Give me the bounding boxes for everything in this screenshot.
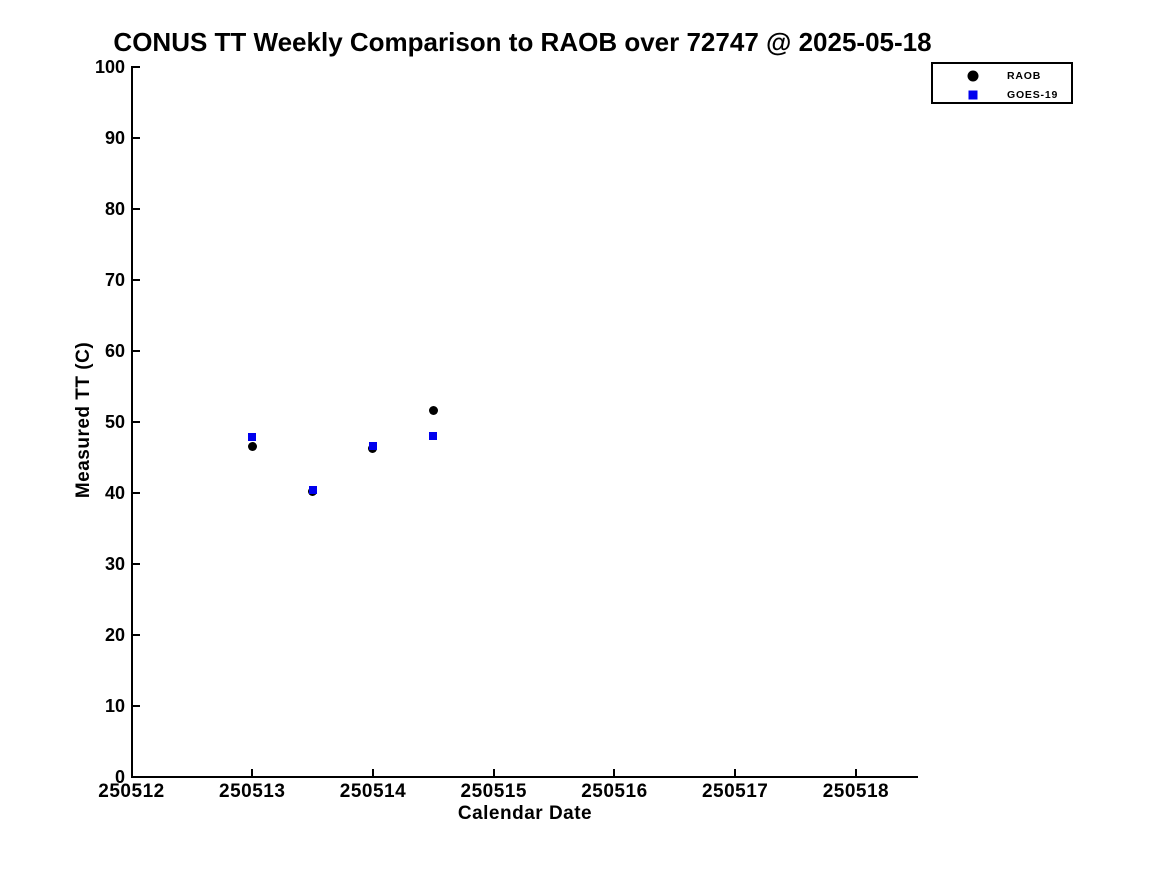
x-tick-label: 250514 xyxy=(339,781,407,802)
data-point-goes-19 xyxy=(429,432,438,441)
legend-box: RAOB GOES-19 xyxy=(931,62,1073,104)
y-tick-label: 60 xyxy=(104,340,125,361)
y-tick xyxy=(132,136,140,139)
square-marker-icon xyxy=(968,90,978,100)
x-tick-label: 250518 xyxy=(822,781,890,802)
x-tick xyxy=(613,768,616,776)
legend-label: GOES-19 xyxy=(1007,89,1059,101)
y-tick xyxy=(132,420,140,423)
x-tick-label: 250515 xyxy=(460,781,527,802)
legend-label: RAOB xyxy=(1007,70,1042,82)
x-axis-label: Calendar Date xyxy=(457,803,593,824)
y-tick-label: 40 xyxy=(104,482,125,503)
data-point-goes-19 xyxy=(308,485,317,494)
y-tick xyxy=(132,65,140,68)
y-tick-label: 90 xyxy=(104,127,125,148)
x-tick xyxy=(854,768,857,776)
y-tick xyxy=(132,633,140,636)
data-point-goes-19 xyxy=(248,433,257,442)
x-tick-label: 250516 xyxy=(581,781,648,802)
data-point-raob xyxy=(428,406,438,416)
x-tick xyxy=(371,768,374,776)
x-tick xyxy=(251,768,254,776)
y-tick-label: 10 xyxy=(104,695,125,716)
y-tick-label: 100 xyxy=(94,56,125,77)
legend-item-raob: RAOB xyxy=(933,66,1071,86)
x-tick xyxy=(492,768,495,776)
x-axis-spine xyxy=(130,775,918,778)
y-tick xyxy=(132,207,140,210)
y-tick xyxy=(132,349,140,352)
legend-item-goes-19: GOES-19 xyxy=(933,85,1071,105)
circle-marker-icon xyxy=(967,70,979,82)
x-tick-label: 250512 xyxy=(98,781,165,802)
y-tick-label: 50 xyxy=(104,411,125,432)
y-tick xyxy=(132,278,140,281)
y-axis-spine xyxy=(130,65,133,778)
x-tick xyxy=(734,768,737,776)
y-tick xyxy=(132,704,140,707)
chart-title: CONUS TT Weekly Comparison to RAOB over … xyxy=(113,27,932,57)
y-tick-label: 80 xyxy=(104,198,125,219)
y-tick-label: 20 xyxy=(104,624,125,645)
y-tick xyxy=(132,491,140,494)
x-tick xyxy=(130,768,133,776)
x-tick-label: 250513 xyxy=(219,781,286,802)
y-tick-label: 0 xyxy=(114,766,125,787)
x-tick-label: 250517 xyxy=(701,781,769,802)
y-tick xyxy=(132,775,140,778)
data-point-raob xyxy=(247,441,257,451)
data-point-goes-19 xyxy=(368,441,377,450)
y-tick-label: 70 xyxy=(104,269,125,290)
y-tick-label: 30 xyxy=(104,553,125,574)
y-tick xyxy=(132,562,140,565)
